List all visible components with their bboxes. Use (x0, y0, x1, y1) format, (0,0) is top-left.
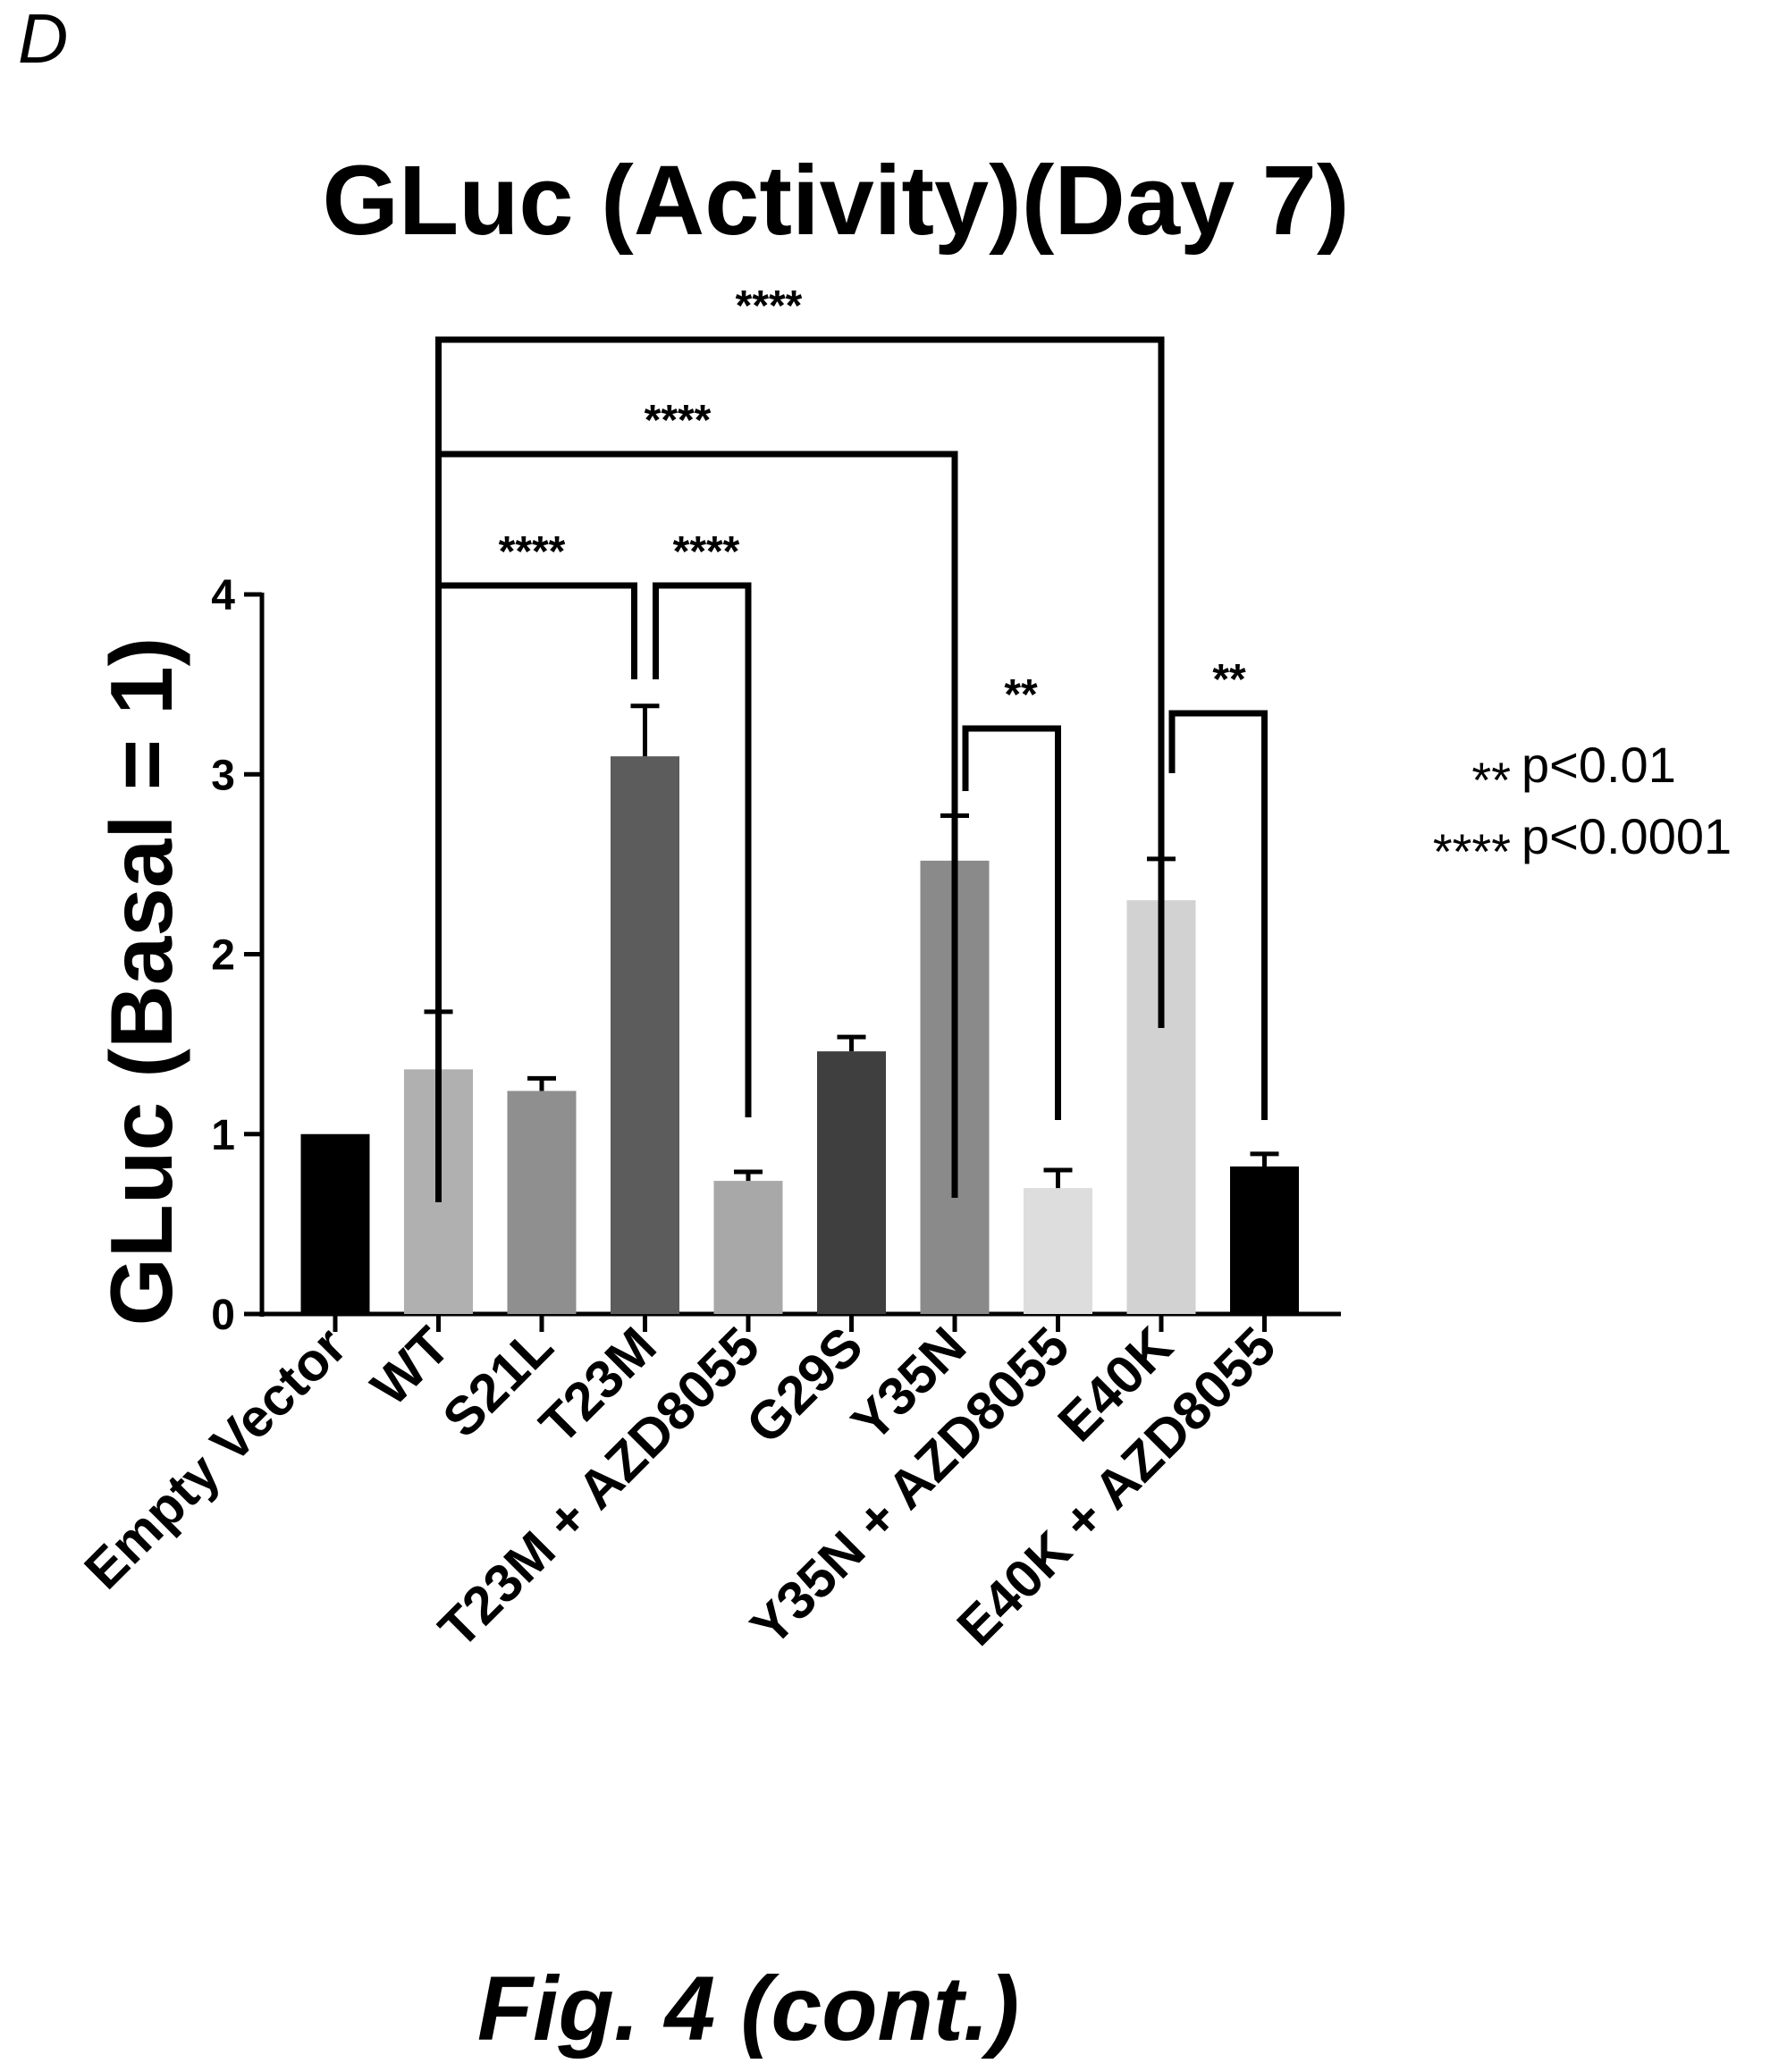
significance-bracket-1 (435, 582, 637, 974)
significance-bracket-4 (435, 336, 1165, 1202)
significance-label-1: **** (499, 528, 566, 576)
legend-text-1: p<0.01 (1521, 737, 1676, 793)
x-tick-label-6: G29S (735, 1316, 874, 1455)
significance-label-5: ** (1004, 671, 1038, 719)
bar-6 (817, 1051, 886, 1314)
y-tick-label-3: 3 (211, 752, 235, 799)
y-tick-label-1: 1 (211, 1112, 235, 1159)
significance-bracket-6 (1168, 710, 1268, 1120)
legend-stars-2: **** (1433, 823, 1511, 880)
y-tick-label-2: 2 (211, 932, 235, 980)
legend-text-2: p<0.0001 (1521, 808, 1732, 864)
y-axis-label: GLuc (Basal = 1) (92, 637, 190, 1327)
legend-stars-1: ** (1471, 752, 1511, 808)
figure-caption: Fig. 4 (cont.) (477, 1958, 1019, 2059)
significance-bracket-2 (653, 582, 752, 1117)
bar-3 (507, 1091, 577, 1314)
x-tick-label-1: Empty Vector (73, 1316, 358, 1601)
bar-5 (713, 1181, 783, 1314)
chart-title: GLuc (Activity)(Day 7) (322, 146, 1349, 256)
significance-label-6: ** (1212, 656, 1246, 703)
panel-label: D (18, 0, 68, 78)
significance-label-3: **** (645, 397, 712, 444)
bar-1 (300, 1133, 370, 1314)
bar-8 (1024, 1188, 1092, 1314)
significance-legend: ** p<0.01 **** p<0.0001 (1433, 737, 1732, 880)
bar-4 (611, 756, 679, 1314)
significance-bracket-5 (962, 725, 1061, 1120)
y-tick-label-0: 0 (211, 1292, 235, 1339)
bar-10 (1230, 1166, 1299, 1314)
significance-label-2: **** (673, 528, 740, 576)
significance-label-4: **** (736, 282, 803, 330)
y-tick-label-4: 4 (211, 572, 235, 619)
